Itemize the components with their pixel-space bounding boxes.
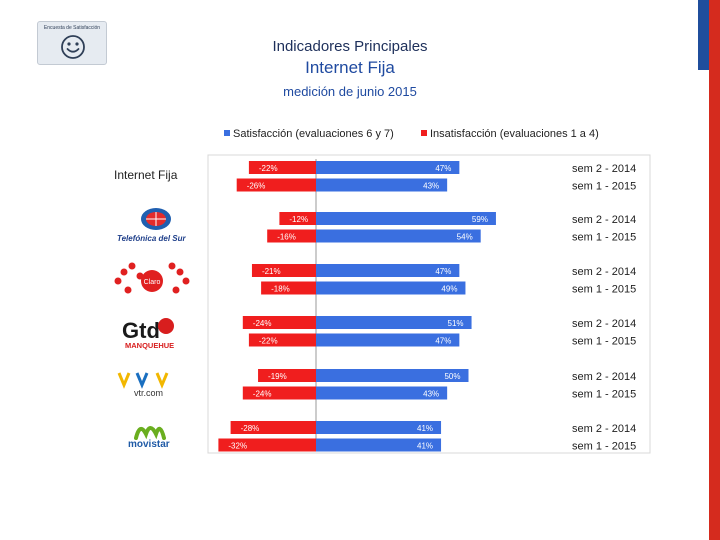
bar-dissatisfaction — [236, 178, 316, 192]
movistar-logo-mark — [134, 426, 166, 440]
period-label: sem 2 - 2014 — [572, 371, 636, 383]
bar-dissatisfaction — [218, 438, 316, 452]
period-title: medición de junio 2015 — [283, 84, 417, 99]
claro-logo-dot — [172, 286, 180, 294]
bar-dissatisfaction — [279, 212, 316, 225]
plot-area — [207, 154, 651, 454]
bar-satisfaction — [316, 438, 442, 452]
data-label-satisfaction: 47% — [435, 164, 451, 173]
bar-dissatisfaction — [261, 281, 316, 295]
claro-logo-dot — [176, 268, 184, 276]
data-label-dissatisfaction: -12% — [289, 215, 308, 224]
data-label-dissatisfaction: -22% — [259, 164, 278, 173]
period-label: sem 1 - 2015 — [572, 181, 636, 193]
badge-text: Encuesta de Satisfacción — [43, 25, 101, 31]
gtd-logo-text: Gtd — [122, 318, 160, 343]
bar-satisfaction — [316, 229, 481, 243]
data-label-satisfaction: 43% — [423, 182, 439, 191]
claro-logo-dot — [120, 268, 128, 276]
data-label-dissatisfaction: -22% — [259, 337, 278, 346]
bar-satisfaction — [316, 369, 469, 382]
diverging-bar-chart: Satisfacción (evaluaciones 6 y 7) Insatis… — [114, 128, 651, 454]
data-label-satisfaction: 51% — [448, 319, 464, 328]
bar-satisfaction — [316, 281, 466, 295]
main-title: Indicadores Principales — [272, 38, 428, 55]
telefonica-logo-text: Telefónica del Sur — [117, 234, 186, 243]
vtr-logo-mark — [117, 372, 131, 389]
data-label-satisfaction: 47% — [435, 337, 451, 346]
subtitle: Internet Fija — [305, 58, 395, 77]
bar-satisfaction — [316, 316, 472, 329]
period-label: sem 1 - 2015 — [572, 336, 636, 348]
data-label-satisfaction: 54% — [457, 233, 473, 242]
claro-logo-dot — [124, 286, 132, 294]
period-label: sem 2 - 2014 — [572, 318, 636, 330]
bar-dissatisfaction — [230, 421, 316, 434]
smiley-icon — [61, 35, 85, 59]
data-label-satisfaction: 49% — [441, 285, 457, 294]
period-label: sem 1 - 2015 — [572, 284, 636, 296]
group-label-internet-fija: Internet Fija — [114, 168, 178, 182]
period-label: sem 1 - 2015 — [572, 232, 636, 244]
data-label-dissatisfaction: -28% — [241, 424, 260, 433]
data-label-dissatisfaction: -26% — [247, 182, 266, 191]
data-label-dissatisfaction: -32% — [228, 442, 247, 451]
legend-label-satisfaction: Satisfacción (evaluaciones 6 y 7) — [233, 128, 394, 140]
bar-dissatisfaction — [251, 264, 316, 277]
period-label: sem 1 - 2015 — [572, 389, 636, 401]
data-label-satisfaction: 41% — [417, 442, 433, 451]
vtr-logo-mark — [155, 372, 169, 389]
bar-dissatisfaction — [258, 369, 316, 382]
page-number: 34 — [660, 516, 675, 528]
legend-label-dissatisfaction: Insatisfacción (evaluaciones 1 a 4) — [430, 128, 599, 140]
data-label-dissatisfaction: -24% — [253, 319, 272, 328]
period-label: sem 2 - 2014 — [572, 266, 636, 278]
data-label-dissatisfaction: -19% — [268, 372, 287, 381]
bar-satisfaction — [316, 178, 448, 192]
data-label-dissatisfaction: -18% — [271, 285, 290, 294]
claro-logo-dot — [168, 262, 176, 270]
period-label: sem 2 - 2014 — [572, 214, 636, 226]
data-label-dissatisfaction: -16% — [277, 233, 296, 242]
data-label-dissatisfaction: -21% — [262, 267, 281, 276]
bar-satisfaction — [316, 264, 460, 277]
chile-flag-stripe — [698, 0, 720, 540]
bar-dissatisfaction — [242, 316, 316, 329]
data-label-satisfaction: 47% — [435, 267, 451, 276]
bar-dissatisfaction — [242, 386, 316, 400]
bar-satisfaction — [316, 333, 460, 347]
data-label-satisfaction: 41% — [417, 424, 433, 433]
claro-logo-dot — [128, 262, 136, 270]
data-label-satisfaction: 50% — [444, 372, 460, 381]
movistar-logo-text: movistar — [128, 439, 170, 450]
legend-swatch-dissatisfaction — [421, 130, 427, 136]
bar-satisfaction — [316, 386, 448, 400]
bar-dissatisfaction — [248, 161, 316, 174]
bar-dissatisfaction — [248, 333, 316, 347]
period-label: sem 2 - 2014 — [572, 163, 636, 175]
data-label-satisfaction: 59% — [472, 215, 488, 224]
claro-logo-text: Claro — [144, 279, 161, 286]
bar-dissatisfaction — [267, 229, 316, 243]
period-label: sem 1 - 2015 — [572, 441, 636, 453]
bar-satisfaction — [316, 161, 460, 174]
claro-logo-dot — [182, 277, 190, 285]
legend-swatch-satisfaction — [224, 130, 230, 136]
gtd-logo-ball — [158, 318, 174, 334]
manquehue-logo-text: MANQUEHUE — [125, 341, 174, 350]
data-label-satisfaction: 43% — [423, 390, 439, 399]
vtr-logo-mark — [135, 372, 149, 389]
claro-logo-dot — [114, 277, 122, 285]
claro-logo-center — [141, 270, 163, 292]
data-label-dissatisfaction: -24% — [253, 390, 272, 399]
bar-satisfaction — [316, 212, 496, 225]
period-label: sem 2 - 2014 — [572, 423, 636, 435]
bar-satisfaction — [316, 421, 442, 434]
vtr-logo-text: vtr.com — [134, 388, 163, 398]
survey-badge: Encuesta de Satisfacción — [37, 21, 107, 65]
